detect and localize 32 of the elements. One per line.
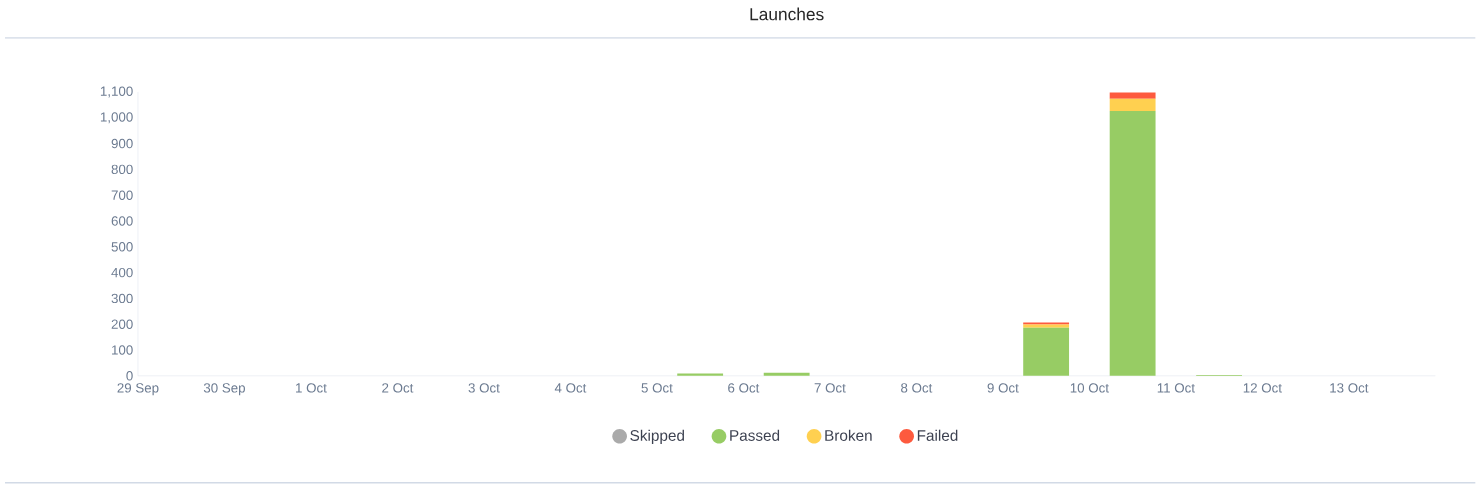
x-tick-label: 29 Sep [117, 383, 159, 396]
x-tick-label: 7 Oct [814, 383, 846, 393]
x-tick-label: 12 Oct [1243, 383, 1282, 393]
legend-label: Passed [730, 429, 780, 442]
chart-title: Launches [750, 7, 824, 21]
y-tick-label: 500 [111, 242, 133, 252]
y-tick-label: 400 [111, 267, 133, 278]
x-tick-label: 4 Oct [554, 383, 587, 393]
legend-label: Failed [917, 429, 958, 442]
x-tick-label: 1 Oct [296, 383, 327, 393]
x-tick-label: 13 Oct [1330, 383, 1369, 393]
y-tick-label: 200 [111, 319, 133, 330]
x-tick-label: 9 Oct [987, 383, 1019, 393]
y-tick-label: 600 [111, 216, 133, 226]
x-tick-label: 30 Sep [203, 383, 245, 396]
x-tick-label: 11 Oct [1157, 383, 1195, 393]
y-tick-label: 100 [112, 345, 133, 355]
x-tick-label: 2 Oct [382, 383, 414, 393]
x-tick-label: 6 Oct [728, 383, 760, 393]
x-tick-label: 3 Oct [468, 383, 500, 393]
y-tick-label: 1,000 [100, 112, 133, 124]
legend-label: Broken [825, 429, 872, 442]
legend-label: Skipped [630, 429, 684, 445]
x-tick-label: 8 Oct [901, 383, 933, 393]
x-tick-label: 5 Oct [641, 383, 673, 393]
y-tick-label: 800 [111, 164, 133, 175]
y-tick-label: 0 [126, 371, 133, 381]
x-tick-label: 10 Oct [1070, 383, 1109, 393]
y-tick-label: 1,100 [100, 86, 133, 98]
y-tick-label: 900 [111, 138, 133, 149]
y-tick-label: 700 [111, 190, 133, 200]
y-tick-label: 300 [111, 293, 133, 304]
